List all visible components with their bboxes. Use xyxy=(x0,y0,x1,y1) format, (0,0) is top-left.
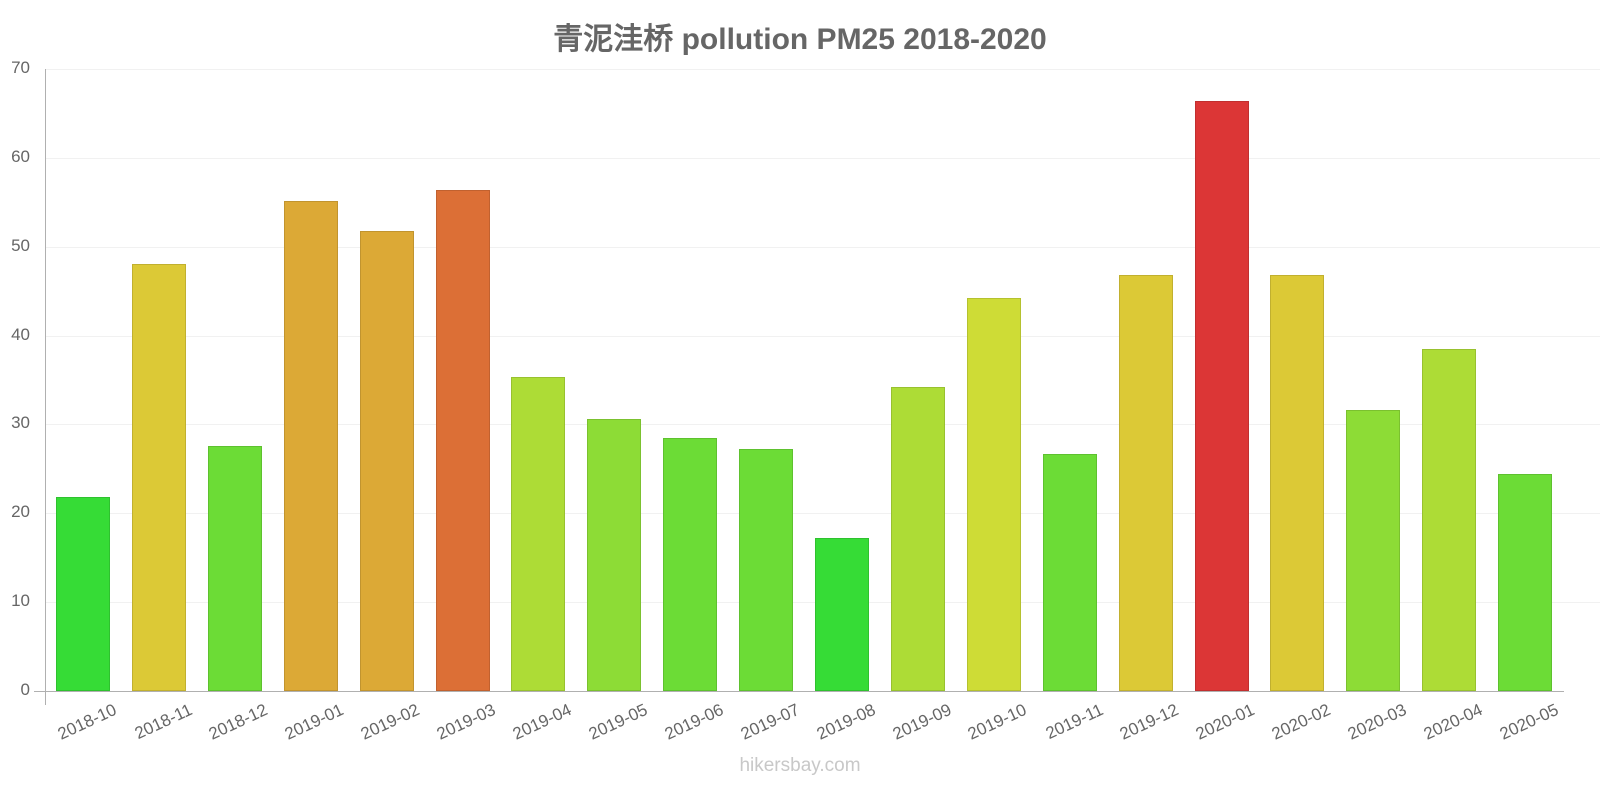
x-tick-label: 2019-11 xyxy=(1042,700,1106,744)
y-tick-label: 70 xyxy=(11,58,30,77)
x-tick-label: 2019-05 xyxy=(585,700,651,744)
x-tick-label: 2018-10 xyxy=(54,700,120,744)
y-tick-label: 60 xyxy=(11,147,30,166)
x-tick-label: 2019-06 xyxy=(661,700,727,744)
gridline xyxy=(46,513,1600,514)
bar-2020-01[interactable] xyxy=(1194,100,1249,691)
y-axis-line xyxy=(45,69,46,705)
bar-2018-10[interactable] xyxy=(56,497,110,691)
bar-2019-03[interactable] xyxy=(435,189,490,691)
bar-2019-07[interactable] xyxy=(739,449,794,691)
y-tick-label: 0 xyxy=(20,680,30,699)
gridline xyxy=(46,158,1600,159)
bar-2019-01[interactable] xyxy=(283,201,338,691)
bar-2020-02[interactable] xyxy=(1270,275,1325,691)
x-tick-label: 2019-04 xyxy=(509,700,575,744)
y-tick-label: 50 xyxy=(11,236,30,255)
y-tick-label: 20 xyxy=(11,502,30,521)
x-tick-label: 2020-03 xyxy=(1344,700,1410,744)
x-tick-label: 2019-07 xyxy=(737,700,803,744)
bar-2019-02[interactable] xyxy=(359,230,414,691)
bar-2019-06[interactable] xyxy=(663,437,718,691)
bar-2019-10[interactable] xyxy=(966,298,1021,691)
x-axis-line xyxy=(34,691,1564,692)
x-tick-label: 2019-12 xyxy=(1117,700,1182,744)
bar-2018-11[interactable] xyxy=(131,264,186,691)
bar-2019-09[interactable] xyxy=(890,387,945,691)
y-tick-label: 40 xyxy=(11,325,30,344)
x-tick-label: 2019-03 xyxy=(433,700,499,744)
y-tick-label: 30 xyxy=(11,413,30,432)
bar-2020-05[interactable] xyxy=(1498,474,1553,691)
x-tick-label: 2020-02 xyxy=(1268,700,1334,744)
x-tick-label: 2018-12 xyxy=(206,700,271,744)
bar-2020-03[interactable] xyxy=(1346,410,1401,691)
x-tick-label: 2020-05 xyxy=(1496,700,1562,744)
x-tick-label: 2020-01 xyxy=(1192,700,1258,744)
x-tick-label: 2018-11 xyxy=(131,700,195,744)
gridline xyxy=(46,69,1600,70)
y-tick-label: 10 xyxy=(11,591,30,610)
x-tick-label: 2019-01 xyxy=(282,700,347,744)
gridline xyxy=(46,336,1600,337)
x-tick-label: 2019-09 xyxy=(889,700,954,744)
bar-2019-04[interactable] xyxy=(511,377,566,691)
bar-2018-12[interactable] xyxy=(207,445,262,691)
x-tick-label: 2020-04 xyxy=(1420,700,1486,744)
bar-2019-12[interactable] xyxy=(1118,275,1173,691)
gridline xyxy=(46,247,1600,248)
chart-title: 青泥洼桥 pollution PM25 2018-2020 xyxy=(553,23,1047,56)
bar-2019-08[interactable] xyxy=(815,538,869,691)
bar-2019-11[interactable] xyxy=(1042,453,1097,691)
gridline xyxy=(46,424,1600,425)
watermark: hikersbay.com xyxy=(739,755,861,776)
x-tick-label: 2019-02 xyxy=(358,700,423,744)
x-tick-label: 2019-08 xyxy=(813,700,879,744)
bar-2020-04[interactable] xyxy=(1422,348,1477,691)
bar-2019-05[interactable] xyxy=(587,419,642,691)
x-tick-label: 2019-10 xyxy=(965,700,1030,744)
